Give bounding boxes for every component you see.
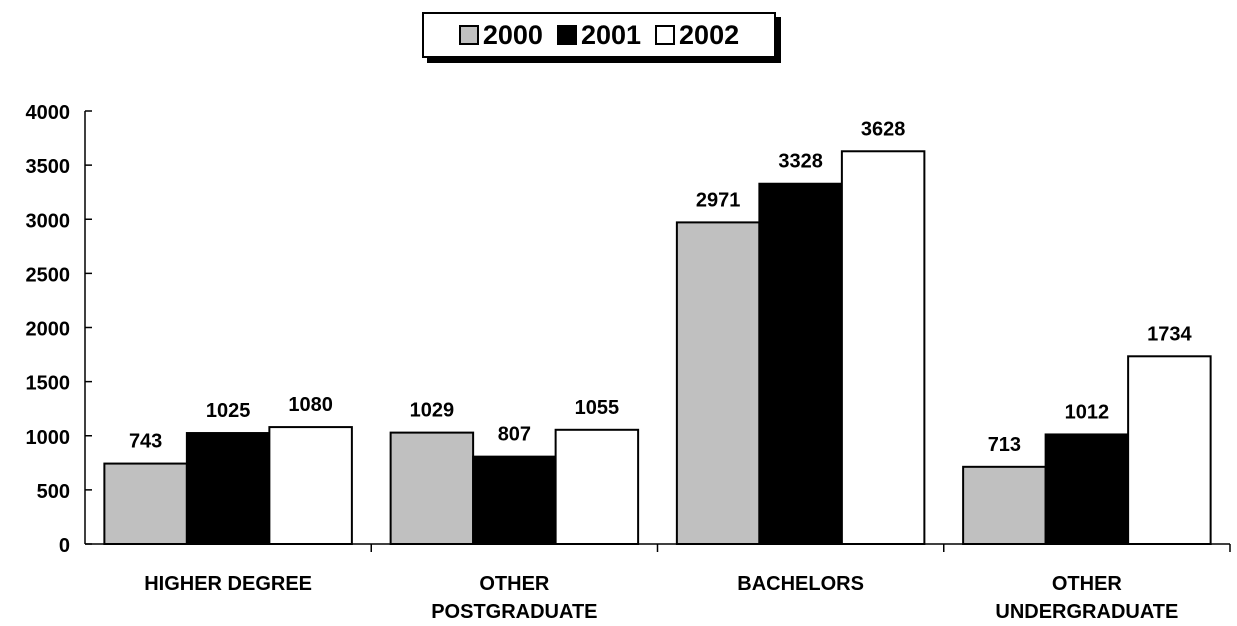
bar (103, 462, 188, 545)
legend: 2000 2001 2002 (422, 12, 776, 58)
data-label: 3328 (778, 151, 823, 173)
y-tick-label: 3000 (26, 210, 71, 232)
legend-item-2002: 2002 (655, 20, 739, 51)
bar (1044, 433, 1130, 545)
legend-label-2000: 2000 (482, 19, 543, 50)
bar (840, 150, 926, 545)
y-tick-label: 2500 (26, 264, 71, 286)
y-tick-label: 1000 (26, 427, 71, 449)
y-tick-label: 2000 (26, 319, 71, 341)
legend-item-2001: 2001 (556, 19, 642, 51)
x-category-label: OTHER (479, 573, 550, 595)
x-category-label: OTHER (1052, 573, 1123, 595)
x-category-label: POSTGRADUATE (431, 601, 597, 623)
y-tick-label: 4000 (26, 102, 71, 124)
x-category-label: HIGHER DEGREE (144, 573, 312, 595)
data-label: 743 (129, 431, 162, 453)
legend-item-2000: 2000 (458, 19, 543, 51)
legend-swatch-2002 (655, 25, 676, 45)
bar (758, 182, 843, 546)
bar (185, 432, 271, 546)
legend-label-2001: 2001 (580, 19, 642, 50)
legend-swatch-2000 (458, 25, 479, 45)
data-label: 807 (498, 424, 531, 446)
bar (554, 428, 640, 546)
y-tick-label: 3500 (26, 156, 71, 178)
bar (389, 431, 475, 545)
legend-swatch-2001 (556, 25, 577, 45)
y-tick-label: 0 (59, 535, 70, 557)
data-label: 1029 (410, 400, 455, 422)
bar (1127, 355, 1212, 545)
bar (472, 455, 557, 545)
legend-label-2002: 2002 (679, 19, 740, 50)
bar (675, 221, 761, 545)
data-label: 1734 (1147, 323, 1192, 345)
bar (268, 426, 353, 545)
x-category-label: UNDERGRADUATE (995, 601, 1178, 623)
x-category-label: BACHELORS (737, 573, 864, 595)
data-label: 3628 (861, 118, 906, 140)
data-label: 2971 (696, 189, 741, 211)
data-label: 1080 (288, 394, 333, 416)
y-tick-label: 1500 (26, 373, 71, 395)
bar (962, 465, 1047, 545)
y-tick-label: 500 (37, 481, 70, 503)
data-label: 1025 (206, 400, 251, 422)
data-label: 1055 (575, 397, 620, 419)
data-label: 713 (988, 434, 1021, 456)
data-label: 1012 (1065, 401, 1110, 423)
